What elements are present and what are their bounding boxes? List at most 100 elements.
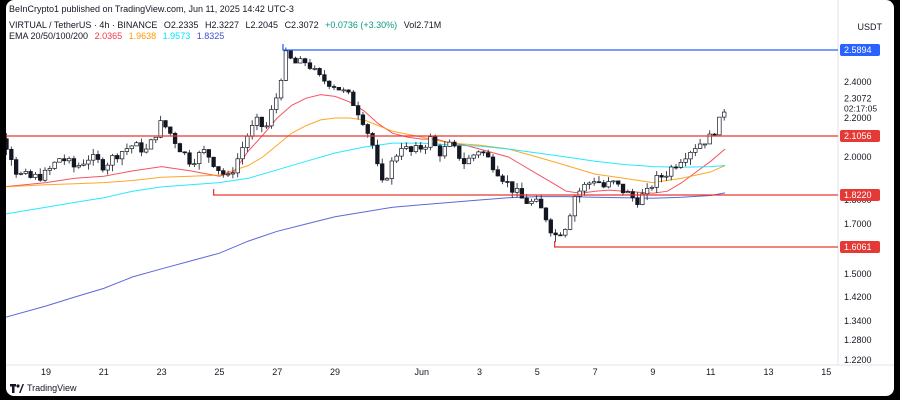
candle-down bbox=[375, 144, 380, 165]
close-value: C2.3072 bbox=[284, 20, 319, 30]
price-chart[interactable]: 2.40002.20002.00001.80001.70001.60001.50… bbox=[6, 0, 894, 396]
x-tick-label: Jun bbox=[414, 367, 429, 377]
candle-up bbox=[269, 109, 274, 127]
candle-up bbox=[245, 135, 250, 148]
candle-down bbox=[712, 133, 717, 136]
ema-label[interactable]: EMA 20/50/100/200 bbox=[9, 31, 89, 41]
candle-up bbox=[230, 172, 236, 175]
change-value: +0.0736 (+3.30%) bbox=[325, 20, 398, 30]
candle-down bbox=[9, 148, 14, 160]
x-tick-label: 15 bbox=[821, 367, 831, 377]
currency-label[interactable]: USDT bbox=[857, 22, 883, 32]
x-tick-label: 25 bbox=[214, 367, 224, 377]
candle-down bbox=[461, 158, 467, 165]
candle-up bbox=[254, 116, 260, 126]
candle-up bbox=[654, 175, 659, 188]
candle-up bbox=[428, 136, 433, 148]
candle-up bbox=[384, 178, 390, 181]
candle-up bbox=[582, 183, 587, 192]
candle-up bbox=[81, 163, 86, 166]
candle-up bbox=[86, 159, 91, 165]
y-tick-label: 2.2000 bbox=[844, 113, 872, 123]
candle-up bbox=[625, 191, 631, 194]
candle-up bbox=[158, 120, 163, 138]
candle-down bbox=[13, 159, 19, 175]
candle-down bbox=[616, 180, 621, 185]
candle-up bbox=[278, 79, 284, 99]
x-tick-label: 11 bbox=[706, 367, 715, 377]
tradingview-brand[interactable]: TradingView bbox=[10, 383, 77, 393]
level-price-tag[interactable] bbox=[840, 44, 880, 56]
horizontal-levels[interactable] bbox=[6, 44, 838, 248]
candle-up bbox=[240, 147, 245, 160]
candle-up bbox=[129, 145, 134, 150]
candle-down bbox=[539, 198, 544, 209]
grid bbox=[6, 0, 894, 366]
candle-up bbox=[298, 58, 303, 64]
candle-up bbox=[18, 173, 24, 175]
level-price-label: 2.1056 bbox=[844, 131, 872, 141]
candle-up bbox=[66, 158, 72, 162]
level-price-label: 2.5894 bbox=[844, 45, 872, 55]
time-axis[interactable]: 19 21 23 25 27 29 Jun 3 5 7 9 11 13 15 bbox=[41, 367, 831, 377]
candle-down bbox=[673, 166, 679, 169]
candle-up bbox=[341, 89, 346, 92]
y-tick-label: 1.3400 bbox=[844, 316, 872, 326]
candle-up bbox=[57, 158, 62, 163]
candle-down bbox=[490, 156, 496, 171]
candle-up bbox=[144, 148, 149, 153]
publish-info: BeInCrypto1 published on TradingView.com… bbox=[9, 4, 294, 14]
candle-down bbox=[524, 197, 529, 204]
candle-up bbox=[274, 97, 279, 110]
ema-lines bbox=[6, 94, 726, 318]
candle-up bbox=[105, 164, 110, 171]
candles bbox=[6, 47, 727, 242]
level-price-tag[interactable] bbox=[840, 130, 880, 142]
candle-down bbox=[452, 141, 457, 147]
candle-down bbox=[457, 145, 462, 159]
candle-up bbox=[514, 188, 520, 193]
candle-up bbox=[471, 154, 476, 159]
candle-up bbox=[442, 146, 447, 157]
candle-up bbox=[688, 151, 693, 160]
y-tick-label: 2.4000 bbox=[844, 77, 872, 87]
ema20-value: 2.0365 bbox=[94, 31, 123, 41]
x-tick-label: 9 bbox=[650, 367, 655, 377]
ema50-value: 1.9638 bbox=[128, 31, 157, 41]
candle-down bbox=[408, 146, 414, 153]
candle-up bbox=[423, 146, 428, 150]
candle-down bbox=[601, 182, 606, 188]
candle-down bbox=[95, 154, 101, 160]
candle-down bbox=[221, 170, 226, 175]
open-value: O2.2335 bbox=[163, 20, 199, 30]
candle-up bbox=[669, 166, 674, 177]
candle-up bbox=[567, 215, 573, 230]
ema200-line bbox=[6, 192, 726, 318]
candle-down bbox=[418, 145, 423, 150]
candle-down bbox=[168, 126, 173, 134]
candle-up bbox=[23, 171, 28, 174]
candle-up bbox=[76, 165, 81, 168]
candle-up bbox=[529, 200, 534, 204]
candle-down bbox=[177, 143, 183, 153]
candle-down bbox=[596, 181, 602, 184]
candle-up bbox=[664, 175, 669, 178]
candle-down bbox=[6, 138, 9, 150]
candle-up bbox=[476, 151, 481, 156]
volume-value: Vol2.71M bbox=[403, 20, 442, 30]
candle-down bbox=[288, 50, 293, 59]
ema50-line bbox=[6, 117, 726, 188]
symbol-title[interactable]: VIRTUAL / TetherUS · 4h · BINANCE bbox=[9, 20, 158, 30]
level-price-tag[interactable] bbox=[840, 241, 880, 253]
candle-down bbox=[495, 169, 500, 177]
candle-down bbox=[28, 171, 33, 178]
candle-up bbox=[404, 146, 409, 149]
price-axis[interactable]: 2.40002.20002.00001.80001.70001.60001.50… bbox=[840, 44, 880, 365]
level-price-tag[interactable] bbox=[840, 189, 880, 201]
y-tick-label: 1.2200 bbox=[844, 355, 872, 365]
candle-down bbox=[62, 158, 67, 162]
brand-label: TradingView bbox=[27, 383, 77, 393]
last-price-label: 2.3072 bbox=[844, 94, 872, 104]
candle-up bbox=[264, 125, 269, 128]
x-tick-label: 5 bbox=[535, 367, 540, 377]
